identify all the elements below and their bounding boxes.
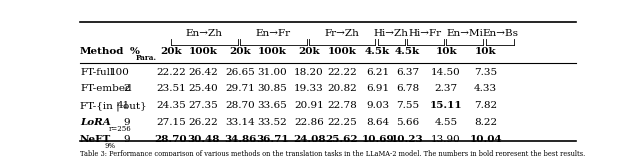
Text: 100k: 100k <box>328 47 356 56</box>
Text: En→Bs: En→Bs <box>482 29 518 38</box>
Text: 26.42: 26.42 <box>188 68 218 77</box>
Text: 26.22: 26.22 <box>188 118 218 127</box>
Text: 2.37: 2.37 <box>435 85 458 93</box>
Text: 25.40: 25.40 <box>188 85 218 93</box>
Text: 36.71: 36.71 <box>256 135 289 144</box>
Text: r=256: r=256 <box>109 125 131 133</box>
Text: 4.55: 4.55 <box>435 118 458 127</box>
Text: 22.86: 22.86 <box>294 118 324 127</box>
Text: 27.35: 27.35 <box>188 101 218 110</box>
Text: En→Zh: En→Zh <box>186 29 223 38</box>
Text: 22.25: 22.25 <box>327 118 356 127</box>
Text: 10.23: 10.23 <box>391 135 424 144</box>
Text: 9: 9 <box>123 135 129 144</box>
Text: 13.90: 13.90 <box>431 135 461 144</box>
Text: 20.91: 20.91 <box>294 101 324 110</box>
Text: 41: 41 <box>116 101 129 110</box>
Text: FT-full: FT-full <box>80 68 113 77</box>
Text: 10.69: 10.69 <box>362 135 394 144</box>
Text: 20.82: 20.82 <box>327 85 356 93</box>
Text: 24.35: 24.35 <box>156 101 186 110</box>
Text: 31.00: 31.00 <box>257 68 287 77</box>
Text: 29.71: 29.71 <box>225 85 255 93</box>
Text: NeFT: NeFT <box>80 135 111 144</box>
Text: 28.70: 28.70 <box>225 101 255 110</box>
Text: Para.: Para. <box>136 54 157 62</box>
Text: 30.85: 30.85 <box>257 85 287 93</box>
Text: 100k: 100k <box>189 47 218 56</box>
Text: 4.5k: 4.5k <box>395 47 420 56</box>
Text: 9: 9 <box>123 118 129 127</box>
Text: 20k: 20k <box>160 47 182 56</box>
Text: 100k: 100k <box>258 47 287 56</box>
Text: 20k: 20k <box>298 47 320 56</box>
Text: FT-{in | out}: FT-{in | out} <box>80 101 147 111</box>
Text: 5.66: 5.66 <box>396 118 419 127</box>
Text: 7.55: 7.55 <box>396 101 419 110</box>
Text: 22.22: 22.22 <box>156 68 186 77</box>
Text: 9.03: 9.03 <box>366 101 389 110</box>
Text: En→Fr: En→Fr <box>256 29 291 38</box>
Text: En→Mi: En→Mi <box>446 29 483 38</box>
Text: 4.33: 4.33 <box>474 85 497 93</box>
Text: 33.52: 33.52 <box>257 118 287 127</box>
Text: 10.04: 10.04 <box>469 135 502 144</box>
Text: 27.15: 27.15 <box>156 118 186 127</box>
Text: 23.51: 23.51 <box>156 85 186 93</box>
Text: 14.50: 14.50 <box>431 68 461 77</box>
Text: 15.11: 15.11 <box>429 101 462 110</box>
Text: 20k: 20k <box>229 47 251 56</box>
Text: 28.70: 28.70 <box>154 135 187 144</box>
Text: 6.78: 6.78 <box>396 85 419 93</box>
Text: 22.78: 22.78 <box>327 101 356 110</box>
Text: FT-embed: FT-embed <box>80 85 132 93</box>
Text: 7.82: 7.82 <box>474 101 497 110</box>
Text: 18.20: 18.20 <box>294 68 324 77</box>
Text: 25.62: 25.62 <box>326 135 358 144</box>
Text: 19.33: 19.33 <box>294 85 324 93</box>
Text: 10k: 10k <box>475 47 497 56</box>
Text: 8.22: 8.22 <box>474 118 497 127</box>
Text: 10k: 10k <box>435 47 457 56</box>
Text: 24.08: 24.08 <box>293 135 325 144</box>
Text: 9%: 9% <box>105 142 116 150</box>
Text: 6.37: 6.37 <box>396 68 419 77</box>
Text: Table 3: Performance comparison of various methods on the translation tasks in t: Table 3: Performance comparison of vario… <box>80 150 585 156</box>
Text: 6.21: 6.21 <box>366 68 389 77</box>
Text: 2: 2 <box>123 85 129 93</box>
Text: Hi→Fr: Hi→Fr <box>409 29 442 38</box>
Text: Fr→Zh: Fr→Zh <box>324 29 360 38</box>
Text: LoRA: LoRA <box>80 118 111 127</box>
Text: 4.5k: 4.5k <box>365 47 390 56</box>
Text: %: % <box>129 47 140 56</box>
Text: 8.64: 8.64 <box>366 118 389 127</box>
Text: 22.22: 22.22 <box>327 68 356 77</box>
Text: 100: 100 <box>109 68 129 77</box>
Text: 34.86: 34.86 <box>224 135 257 144</box>
Text: 30.48: 30.48 <box>187 135 219 144</box>
Text: 33.65: 33.65 <box>257 101 287 110</box>
Text: Hi→Zh: Hi→Zh <box>374 29 409 38</box>
Text: 6.91: 6.91 <box>366 85 389 93</box>
Text: Method: Method <box>80 47 124 56</box>
Text: 26.65: 26.65 <box>225 68 255 77</box>
Text: 33.14: 33.14 <box>225 118 255 127</box>
Text: 7.35: 7.35 <box>474 68 497 77</box>
